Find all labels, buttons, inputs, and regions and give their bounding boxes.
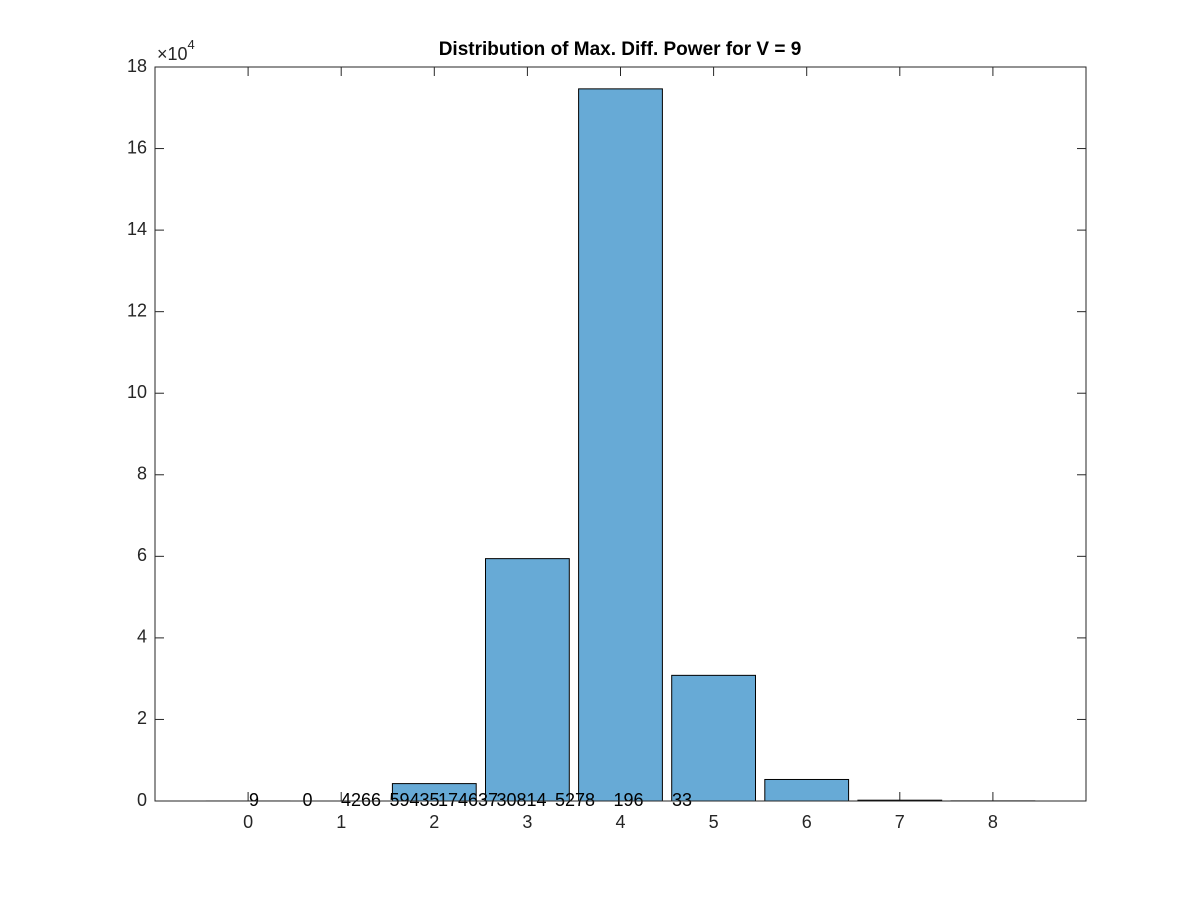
- value-label: 4266: [341, 790, 381, 810]
- x-tick-label: 2: [429, 812, 439, 832]
- x-tick-label: 0: [243, 812, 253, 832]
- value-label: 5278: [555, 790, 595, 810]
- chart-title: Distribution of Max. Diff. Power for V =…: [439, 39, 802, 60]
- bar: [764, 778, 850, 802]
- value-label: 33: [672, 790, 692, 810]
- x-tick-label: 5: [709, 812, 719, 832]
- y-tick-label: 18: [127, 56, 147, 76]
- x-tick-label: 6: [802, 812, 812, 832]
- x-tick-label: 7: [895, 812, 905, 832]
- y-tick-label: 14: [127, 219, 147, 239]
- value-label: 174637: [438, 790, 498, 810]
- bar: [578, 88, 663, 802]
- x-tick-label: 8: [988, 812, 998, 832]
- value-label: 59435: [389, 790, 439, 810]
- value-label: 30814: [496, 790, 546, 810]
- x-tick-label: 1: [336, 812, 346, 832]
- plot-frame: [154, 66, 1087, 802]
- y-multiplier-base: ×10: [157, 44, 188, 64]
- value-label: 196: [613, 790, 643, 810]
- y-tick-label: 10: [127, 382, 147, 402]
- y-multiplier-exponent: 4: [188, 37, 195, 52]
- x-tick-label: 4: [615, 812, 625, 832]
- y-tick-label: 4: [137, 627, 147, 647]
- y-tick-label: 6: [137, 545, 147, 565]
- x-tick-label: 3: [522, 812, 532, 832]
- value-label: 9: [249, 790, 259, 810]
- bar: [485, 558, 570, 802]
- y-multiplier: ×104: [157, 37, 195, 63]
- y-tick-label: 0: [137, 790, 147, 810]
- y-tick-label: 12: [127, 300, 147, 320]
- y-tick-label: 8: [137, 464, 147, 484]
- bar: [671, 674, 756, 802]
- y-tick-label: 16: [127, 137, 147, 157]
- value-label: 0: [302, 790, 312, 810]
- y-tick-label: 2: [137, 708, 147, 728]
